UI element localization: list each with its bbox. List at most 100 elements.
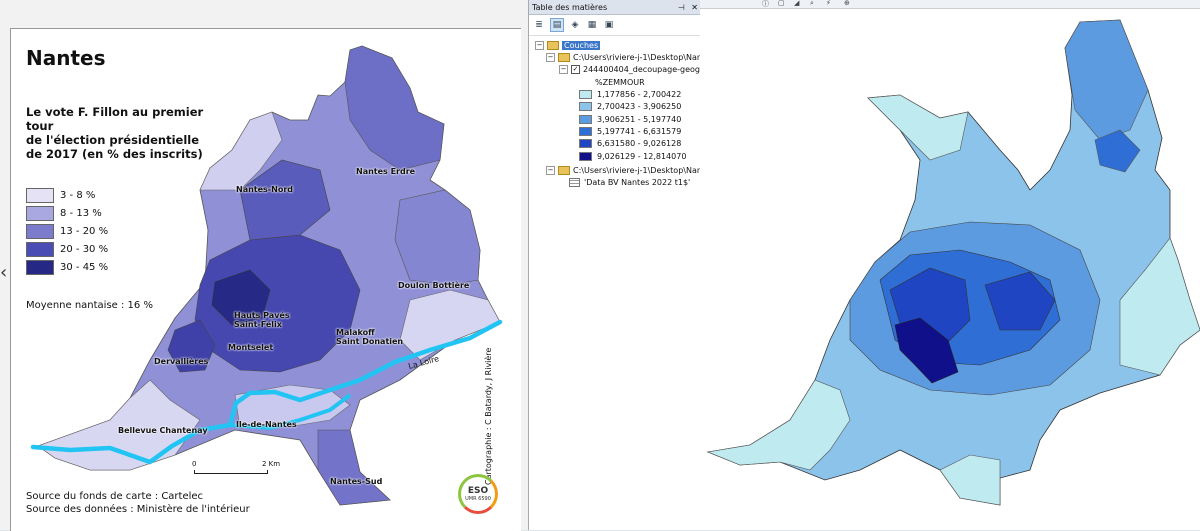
source-text: Source du fonds de carte : Cartelec Sour… (26, 490, 250, 516)
legend-label: 20 - 30 % (60, 243, 109, 255)
tree-node-layer1[interactable]: − ✓ 244400404_decoupage-geograph (559, 64, 718, 75)
class-swatch[interactable] (579, 114, 592, 124)
zone-mid-north-center (239, 159, 331, 241)
loire-branch (229, 393, 352, 431)
class-label: 1,177856 - 2,700422 (597, 90, 682, 99)
class-row[interactable]: 9,026129 - 12,814070 (579, 151, 686, 162)
zone-lightest-northwest (867, 94, 969, 161)
zone-darker-east (984, 271, 1056, 331)
place-label-hauts-paves: Hauts Pavés Saint-Félix (234, 311, 290, 329)
class-row[interactable]: 6,631580 - 9,026128 (579, 138, 681, 149)
layers-icon (547, 41, 559, 50)
place-label-malakoff: Malakoff Saint Donatien (336, 328, 404, 346)
class-label: 9,026129 - 12,814070 (597, 151, 687, 161)
place-label-bellevue-chantenay: Bellevue Chantenay (118, 426, 208, 435)
logo-text: ESO (467, 486, 489, 496)
zone-dark-west (167, 319, 216, 373)
collapse-icon[interactable]: − (535, 41, 544, 50)
select-icon[interactable]: ▢ (778, 0, 785, 7)
collapse-icon[interactable]: − (559, 65, 568, 74)
tree-node-field: %ZEMMOUR (595, 77, 645, 88)
collapse-icon[interactable]: − (546, 166, 555, 175)
hyperlink-icon[interactable]: ⚡ (826, 0, 831, 7)
tree-node-folder2[interactable]: − C:\Users\riviere-j-1\Desktop\Nantes (546, 165, 714, 176)
fillon-choropleth-map (30, 45, 503, 506)
layout-view-panel: ‹ Nantes Le vote F. Fillon au premier to… (0, 0, 528, 531)
place-label-nantes-erdre: Nantes Erdre (356, 167, 416, 176)
pin-icon[interactable]: ⊣ (677, 2, 685, 12)
list-by-source-icon[interactable]: ▤ (550, 18, 564, 32)
zone-lightest-east (1119, 237, 1200, 376)
class-label: 2,700423 - 3,906250 (597, 102, 682, 112)
list-by-visibility-icon[interactable]: ◈ (571, 20, 579, 30)
legend: 3 - 8 % 8 - 13 % 13 - 20 % 20 - 30 % 30 - 45… (26, 186, 108, 276)
identify-icon[interactable]: ⓘ (762, 0, 769, 8)
tree-label-layer1: 244400404_decoupage-geograph (583, 65, 719, 74)
class-swatch[interactable] (579, 102, 592, 112)
place-label-nantes-nord: Nantes-Nord (236, 185, 293, 194)
table-icon (569, 178, 580, 187)
tree-node-folder1[interactable]: − C:\Users\riviere-j-1\Desktop\Nantes (546, 52, 714, 63)
class-swatch[interactable] (579, 139, 592, 149)
legend-row: 3 - 8 % (26, 186, 108, 204)
class-row[interactable]: 5,197741 - 6,631579 (579, 126, 681, 137)
data-view-panel: ⓘ ▢ ◢ ⌕ ⚡ ⊕ (700, 0, 1200, 530)
class-swatch[interactable] (579, 90, 592, 99)
toc-title: Table des matières (532, 2, 608, 12)
legend-label: 13 - 20 % (60, 225, 109, 237)
eso-logo: ESO UMR 6590 (458, 474, 498, 514)
tree-node-table[interactable]: 'Data BV Nantes 2022 t1$' (569, 177, 690, 188)
class-row[interactable]: 2,700423 - 3,906250 (579, 101, 681, 112)
average-label: Moyenne nantaise : 16 % (26, 300, 153, 311)
class-label: 5,197741 - 6,631579 (597, 126, 682, 136)
zone-mid-east (394, 189, 481, 286)
zone-darkest-core (894, 317, 959, 384)
zone-light-east (399, 289, 501, 361)
options-icon[interactable]: ▣ (604, 20, 614, 30)
field-label: %ZEMMOUR (595, 78, 645, 87)
zone-lightest-west (706, 379, 851, 471)
class-label: 6,631580 - 9,026128 (597, 139, 682, 149)
tree-label-folder2: C:\Users\riviere-j-1\Desktop\Nantes (573, 166, 715, 175)
zone-mid-south (317, 429, 391, 506)
zoom-icon[interactable]: ⊕ (844, 0, 850, 7)
legend-row: 20 - 30 % (26, 240, 108, 258)
class-swatch[interactable] (579, 126, 592, 136)
zemmour-choropleth-map (706, 19, 1200, 506)
legend-row: 30 - 45 % (26, 258, 108, 276)
scale-start-label: 0 (192, 460, 197, 468)
place-label-nantes-sud: Nantes-Sud (330, 477, 383, 486)
close-icon[interactable]: ✕ (691, 2, 698, 12)
folder-icon (558, 166, 570, 175)
class-row[interactable]: 1,177856 - 2,700422 (579, 89, 681, 100)
toc-header: Table des matières ⊣ ✕ (529, 0, 701, 15)
layer-checkbox[interactable]: ✓ (571, 65, 580, 74)
legend-swatch (26, 223, 54, 239)
legend-label: 3 - 8 % (60, 189, 96, 201)
legend-swatch (26, 241, 54, 257)
map-title: Nantes (26, 46, 106, 70)
zone-lightest-south (939, 454, 1001, 506)
class-row[interactable]: 3,906251 - 5,197740 (579, 114, 681, 125)
legend-row: 13 - 20 % (26, 222, 108, 240)
legend-label: 8 - 13 % (60, 207, 102, 219)
place-label-ile-de-nantes: Ile-de-Nantes (236, 420, 297, 429)
logo-subtext: UMR 6590 (465, 496, 491, 502)
place-label-doulon-bottiere: Doulon Bottière (398, 281, 470, 290)
find-icon[interactable]: ⌕ (810, 0, 814, 7)
zone-darkest-core (211, 269, 271, 326)
scale-end-label: 2 Km (262, 460, 281, 468)
measure-icon[interactable]: ◢ (794, 0, 800, 7)
legend-swatch (26, 259, 54, 275)
collapse-icon[interactable]: − (546, 53, 555, 62)
list-by-drawing-order-icon[interactable]: ≣ (535, 20, 543, 30)
zone-light-north (199, 111, 283, 191)
place-label-montselet: Montselet (228, 343, 274, 352)
tree-node-couches[interactable]: − Couches (535, 40, 601, 51)
toc-toolbar: ≣ ▤ ◈ ▦ ▣ (529, 15, 701, 36)
chevron-left-icon[interactable]: ‹ (0, 262, 8, 283)
credit-text: Cartographie : C Batardy, J Rivière (484, 347, 493, 485)
list-by-selection-icon[interactable]: ▦ (587, 20, 597, 30)
class-swatch[interactable] (579, 151, 592, 161)
class-label: 3,906251 - 5,197740 (597, 114, 682, 124)
